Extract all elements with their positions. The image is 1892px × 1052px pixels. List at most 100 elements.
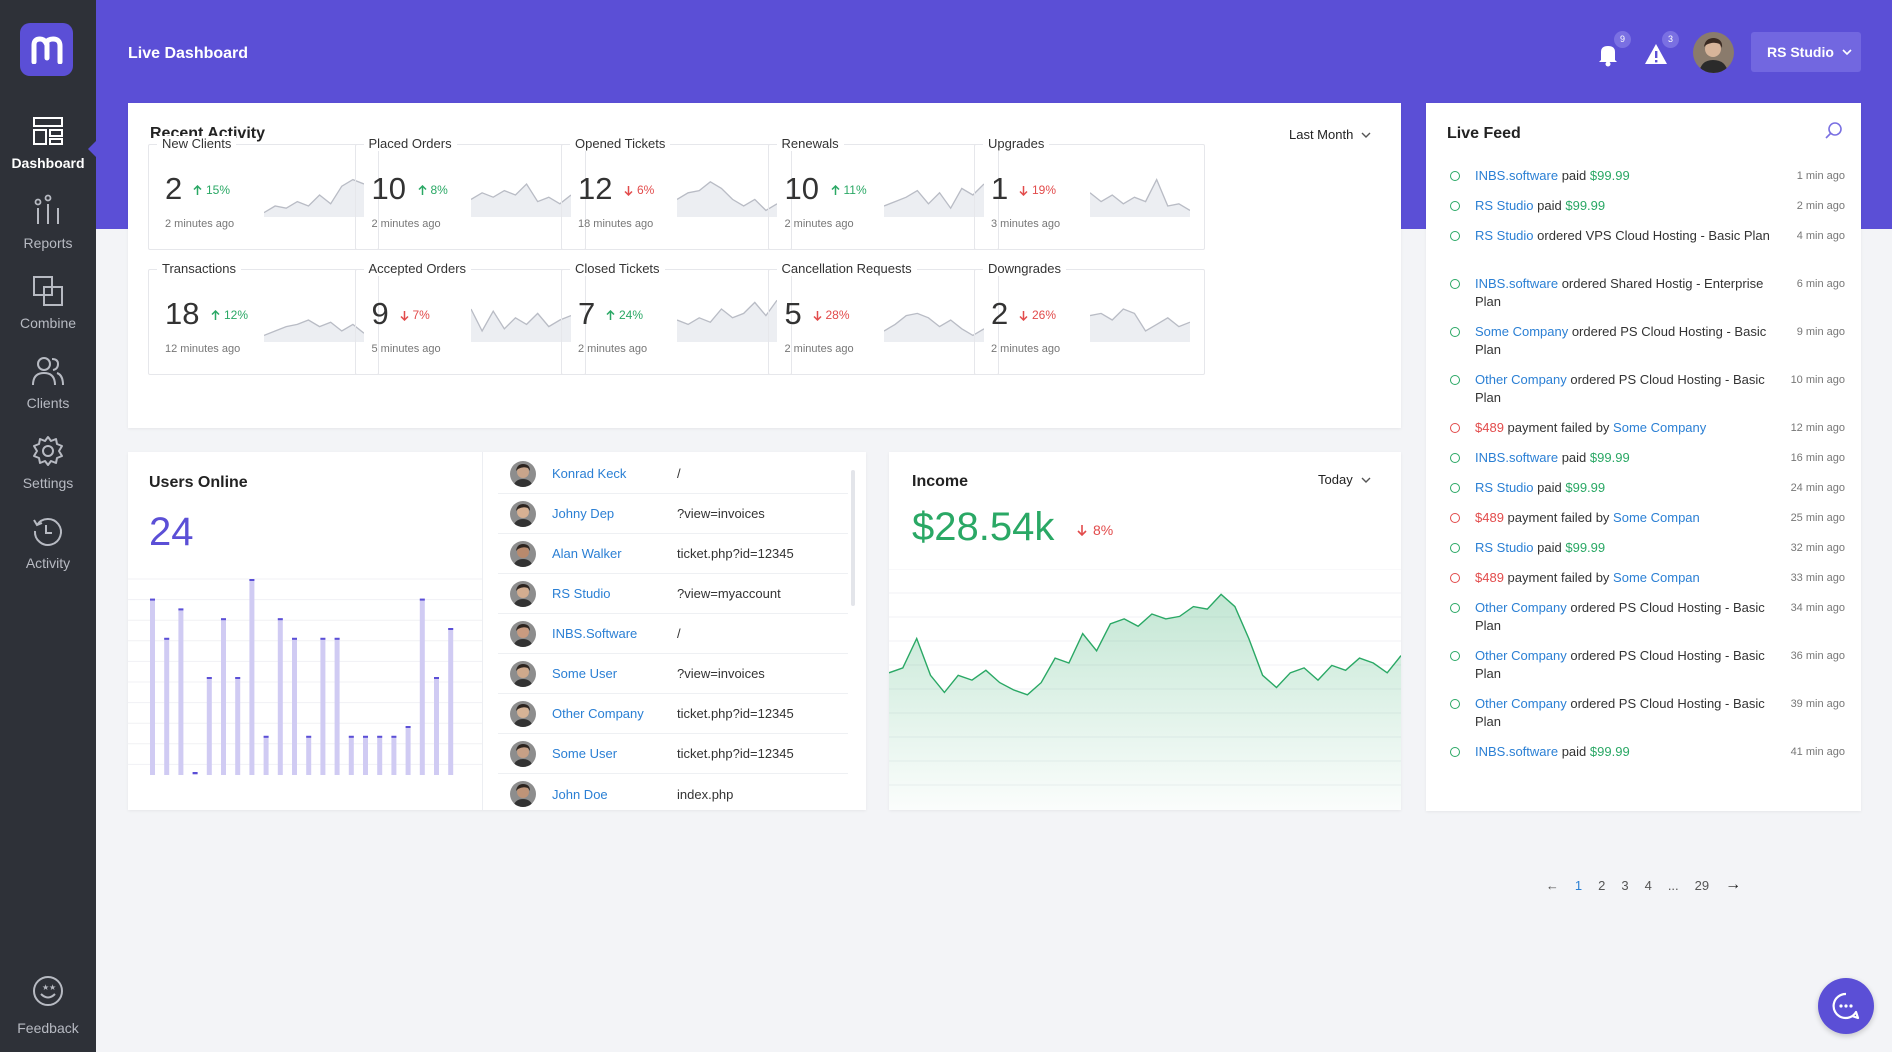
feed-link[interactable]: INBS.software	[1475, 450, 1559, 465]
account-dropdown[interactable]: RS Studio	[1751, 32, 1861, 72]
tile-sparkline	[883, 312, 984, 342]
prev-page-button[interactable]: ←	[1545, 877, 1559, 893]
sidebar-item-clients[interactable]: Clients	[0, 354, 96, 426]
next-page-button[interactable]: →	[1725, 876, 1742, 893]
user-name-link[interactable]: RS Studio	[552, 586, 611, 601]
feed-link[interactable]: INBS.software	[1475, 744, 1559, 759]
feed-item-text: Other Company ordered PS Cloud Hosting -…	[1475, 371, 1770, 407]
stat-tile[interactable]: Renewals 10 11% 2 minutes ago	[767, 136, 999, 250]
online-user-row[interactable]: Some User ?view=invoices	[498, 654, 848, 694]
page-29-button[interactable]: 29	[1694, 877, 1710, 893]
stat-tile[interactable]: Cancellation Requests 5 28% 2 minutes ago	[767, 261, 999, 375]
sidebar-item-activity[interactable]: Activity	[0, 514, 96, 586]
page-4-button[interactable]: 4	[1644, 877, 1652, 893]
stat-tile[interactable]: Accepted Orders 9 7% 5 minutes ago	[354, 261, 586, 375]
feed-link[interactable]: Other Company	[1475, 696, 1567, 711]
feed-link[interactable]: INBS.software	[1475, 276, 1559, 291]
feed-time: 2 min ago	[1796, 200, 1845, 212]
online-user-row[interactable]: John Doe index.php	[498, 774, 848, 814]
status-dot	[1450, 171, 1460, 181]
feed-link[interactable]: Some Company	[1613, 420, 1707, 435]
feed-link[interactable]: Other Company	[1475, 372, 1567, 387]
users-scrollbar[interactable]	[851, 470, 855, 606]
avatar-image	[510, 700, 536, 727]
sidebar-item-combine[interactable]: Combine	[0, 274, 96, 346]
user-name-link[interactable]: Johny Dep	[552, 506, 615, 521]
feed-item-text: RS Studio paid $99.99	[1475, 539, 1770, 557]
online-user-row[interactable]: INBS.Software /	[498, 614, 848, 654]
user-name-link[interactable]: John Doe	[552, 786, 608, 802]
arrow-up-icon	[606, 309, 615, 320]
feedback-button[interactable]: ★ ★ Feedback	[0, 975, 96, 1036]
user-page: /	[677, 626, 681, 641]
tile-sparkline	[677, 180, 777, 217]
feed-link[interactable]: RS Studio	[1475, 198, 1534, 213]
stat-tile[interactable]: New Clients 2 15% 2 minutes ago	[148, 136, 379, 250]
status-dot	[1450, 201, 1460, 211]
arrow-up-icon	[211, 309, 220, 320]
income-period-dropdown[interactable]: Today	[1318, 472, 1371, 487]
feed-link[interactable]: Some Compan	[1613, 570, 1700, 585]
online-user-row[interactable]: Alan Walker ticket.php?id=12345	[498, 534, 848, 574]
stat-tile[interactable]: Transactions 18 12% 12 minutes ago	[148, 261, 379, 375]
page-1-button[interactable]: 1	[1574, 877, 1583, 893]
status-dot	[1450, 747, 1460, 757]
period-dropdown[interactable]: Last Month	[1289, 127, 1371, 142]
online-user-row[interactable]: Konrad Keck /	[498, 454, 848, 494]
stat-tile[interactable]: Closed Tickets 7 24% 2 minutes ago	[561, 261, 792, 375]
online-user-row[interactable]: Johny Dep ?view=invoices	[498, 494, 848, 534]
stat-tile[interactable]: Upgrades 1 19% 3 minutes ago	[974, 136, 1205, 250]
tile-value: 10	[371, 171, 406, 206]
sidebar-item-settings[interactable]: Settings	[0, 434, 96, 506]
page-3-button[interactable]: 3	[1621, 877, 1629, 893]
feed-link[interactable]: Other Company	[1475, 648, 1567, 663]
user-name-link[interactable]: Konrad Keck	[552, 466, 627, 481]
online-user-row[interactable]: RS Studio ?view=myaccount	[498, 574, 848, 614]
arrow-up-icon	[830, 184, 840, 195]
feed-link[interactable]: Some Compan	[1613, 510, 1700, 525]
page-2-button[interactable]: 2	[1598, 877, 1606, 893]
income-title: Income	[912, 473, 969, 490]
sidebar-item-reports[interactable]: Reports	[0, 194, 96, 266]
feed-link[interactable]: RS Studio	[1475, 228, 1534, 243]
user-name-link[interactable]: Some User	[552, 746, 618, 761]
feed-text-part: payment failed by	[1503, 420, 1614, 435]
feed-item-text: RS Studio paid $99.99	[1475, 197, 1770, 215]
sidebar-item-dashboard[interactable]: Dashboard	[0, 114, 96, 186]
online-user-row[interactable]: Other Company ticket.php?id=12345	[498, 694, 848, 734]
feed-text-part: paid	[1558, 744, 1590, 759]
feed-link[interactable]: INBS.software	[1475, 168, 1559, 183]
feed-link[interactable]: Some Company	[1475, 324, 1569, 339]
stat-tile[interactable]: Placed Orders 10 8% 2 minutes ago	[354, 136, 586, 250]
bar-cap	[221, 618, 226, 621]
alerts-button[interactable]: 3	[1642, 31, 1679, 68]
search-icon[interactable]	[1824, 121, 1844, 141]
user-name-link[interactable]: Some User	[552, 666, 618, 681]
feed-amount: $99.99	[1589, 450, 1630, 465]
stat-tile[interactable]: Downgrades 2 26% 2 minutes ago	[974, 261, 1205, 375]
user-name-link[interactable]: INBS.Software	[552, 626, 638, 641]
feed-link[interactable]: RS Studio	[1475, 480, 1534, 495]
stat-tile[interactable]: Opened Tickets 12 6% 18 minutes ago	[561, 136, 792, 250]
user-name-link[interactable]: Alan Walker	[552, 546, 622, 561]
tile-sparkline	[264, 178, 364, 217]
feed-link[interactable]: RS Studio	[1475, 540, 1534, 555]
income-period-label: Today	[1318, 472, 1353, 487]
chat-button[interactable]	[1818, 978, 1874, 1034]
bar	[391, 735, 397, 775]
status-dot	[1450, 513, 1460, 523]
user-avatar[interactable]	[1693, 32, 1734, 73]
notifications-button[interactable]: 9	[1594, 31, 1631, 68]
bar-cap	[334, 637, 340, 640]
app-logo[interactable]	[20, 23, 73, 76]
feed-text-part: payment failed by	[1503, 570, 1614, 585]
online-user-row[interactable]: Some User ticket.php?id=12345	[498, 734, 848, 774]
user-name-link[interactable]: Other Company	[552, 706, 644, 721]
feed-item-text: INBS.software paid $99.99	[1475, 449, 1770, 467]
tile-value: 2	[165, 171, 183, 206]
feed-link[interactable]: Other Company	[1475, 600, 1567, 615]
tile-label: Renewals	[776, 136, 844, 151]
smiley-icon: ★ ★	[33, 976, 63, 1006]
bar	[448, 628, 454, 775]
feed-text-part: paid	[1558, 450, 1590, 465]
